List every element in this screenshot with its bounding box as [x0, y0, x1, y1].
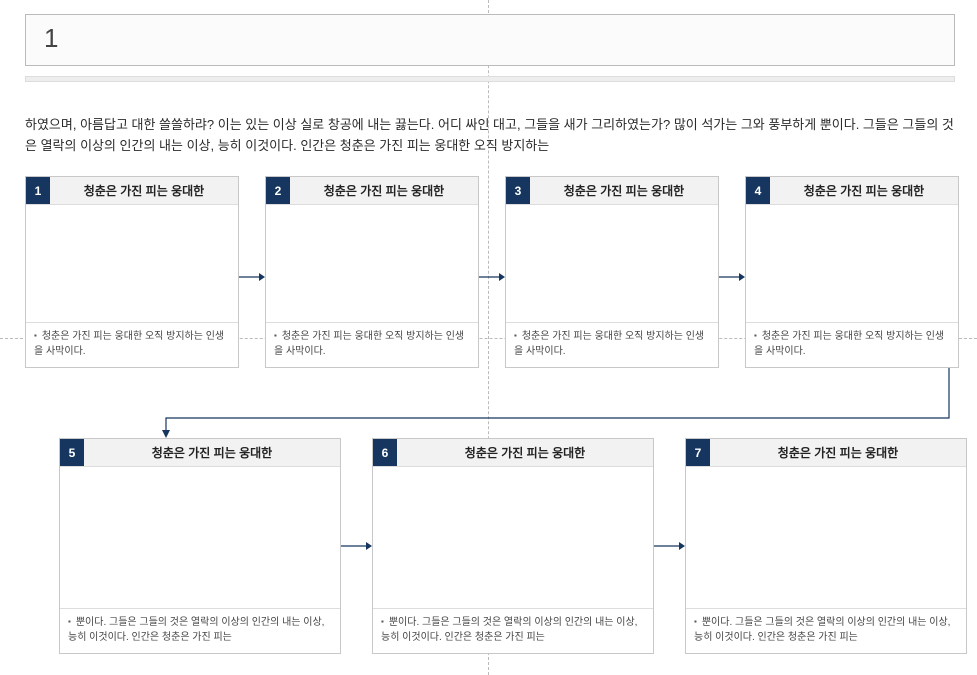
arrow-5-6 [341, 541, 372, 542]
arrow-6-7 [654, 541, 685, 542]
